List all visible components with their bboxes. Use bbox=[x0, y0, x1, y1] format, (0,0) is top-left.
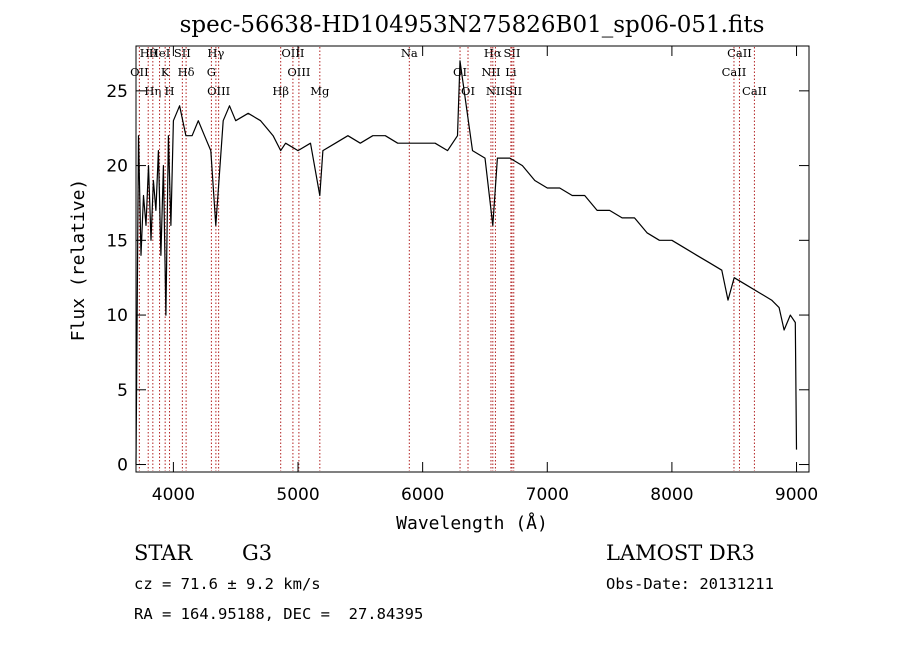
marker-label: OII bbox=[130, 65, 149, 79]
marker-label: CaII bbox=[727, 46, 752, 60]
x-tick-label: 9000 bbox=[775, 485, 818, 505]
redshift-value: cz = 71.6 ± 9.2 km/s bbox=[134, 575, 321, 593]
x-axis-ticks: 4000 5000 6000 7000 8000 9000 bbox=[152, 46, 818, 505]
marker-label: Hδ bbox=[178, 65, 195, 79]
marker-label: H bbox=[165, 84, 175, 98]
x-axis-label: Wavelength (Å) bbox=[396, 512, 548, 534]
marker-label: SII bbox=[174, 46, 191, 60]
x-tick-label: 4000 bbox=[152, 485, 195, 505]
y-tick-label: 20 bbox=[106, 157, 128, 177]
plot-frame bbox=[135, 45, 810, 473]
marker-label: G bbox=[207, 65, 216, 79]
marker-label: CaII bbox=[742, 84, 767, 98]
marker-label: NII bbox=[486, 84, 505, 98]
x-tick-label: 7000 bbox=[526, 485, 569, 505]
marker-label: Li bbox=[505, 65, 517, 79]
marker-label: Na bbox=[401, 46, 418, 60]
marker-label: OIII bbox=[287, 65, 310, 79]
x-tick-label: 5000 bbox=[276, 485, 319, 505]
spectrum-chart: spec-56638-HD104953N275826B01_sp06-051.f… bbox=[68, 12, 818, 534]
y-tick-label: 0 bbox=[117, 456, 128, 476]
spectrum-line bbox=[135, 60, 798, 465]
marker-label: HeI bbox=[149, 46, 170, 60]
marker-label: Hη bbox=[144, 84, 161, 98]
coordinates: RA = 164.95188, DEC = 27.84395 bbox=[134, 605, 424, 623]
y-tick-label: 10 bbox=[106, 306, 128, 326]
marker-label: Hβ bbox=[272, 84, 289, 98]
object-subclass: G3 bbox=[242, 541, 273, 565]
marker-label: Hα bbox=[484, 46, 502, 60]
marker-label: NII bbox=[481, 65, 500, 79]
marker-label: Mg bbox=[310, 84, 330, 98]
chart-title: spec-56638-HD104953N275826B01_sp06-051.f… bbox=[180, 12, 765, 38]
spectrum-series bbox=[135, 60, 798, 465]
marker-label: OIII bbox=[281, 46, 304, 60]
y-axis-label: Flux (relative) bbox=[68, 179, 89, 342]
marker-label: CaII bbox=[722, 65, 747, 79]
y-tick-label: 25 bbox=[106, 82, 128, 102]
x-tick-label: 8000 bbox=[650, 485, 693, 505]
marker-label: Hθ bbox=[140, 46, 157, 60]
marker-label: SII bbox=[505, 84, 522, 98]
y-tick-label: 5 bbox=[117, 381, 128, 401]
marker-label: Hγ bbox=[207, 46, 224, 60]
observation-date: Obs-Date: 20131211 bbox=[606, 575, 774, 593]
marker-label: SII bbox=[504, 46, 521, 60]
survey-name: LAMOST DR3 bbox=[606, 541, 755, 565]
emission-line-markers: HθOIIHηHeIKHSIIHδOIIIHγGHβOIIIOIIIMgNaOI… bbox=[130, 46, 767, 471]
object-class: STAR bbox=[134, 541, 193, 565]
y-tick-label: 15 bbox=[106, 231, 128, 251]
y-axis-ticks: 0 5 10 15 20 25 bbox=[106, 82, 809, 476]
x-tick-label: 6000 bbox=[401, 485, 444, 505]
marker-label: K bbox=[161, 65, 170, 79]
marker-label: OIII bbox=[207, 84, 230, 98]
